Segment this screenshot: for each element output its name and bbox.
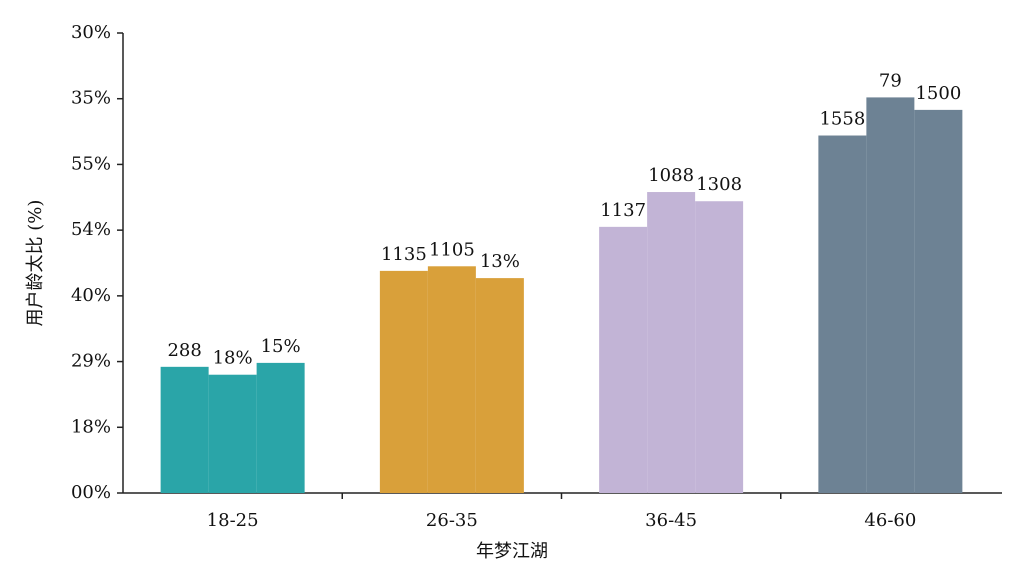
data-label: 1308 [696,174,742,195]
bar [599,226,648,493]
bar [256,362,305,493]
y-tick-label: 40% [71,285,111,306]
x-tick-label: 26-35 [426,510,478,531]
bar [160,366,209,493]
y-tick-label: 54% [71,219,111,240]
bar [208,374,257,493]
bar [866,97,915,494]
y-tick-label: 18% [71,416,111,437]
x-axis-title: 年梦江湖 [476,541,548,562]
y-tick-label: 29% [71,351,111,372]
bar [818,135,867,493]
y-axis-title: 用户龄太比 (%) [25,200,46,327]
data-label: 1500 [915,83,961,104]
data-label: 288 [167,340,201,361]
bar [379,270,428,493]
bar [427,266,476,493]
x-tick-label: 46-60 [864,510,916,531]
data-label: 15% [261,336,301,357]
bar [475,278,524,493]
bar [695,201,744,493]
y-tick-label: 30% [71,22,111,43]
data-label: 1135 [381,244,427,265]
bar [914,109,963,493]
data-label: 1558 [819,109,865,130]
data-label: 1137 [600,200,646,221]
data-label: 18% [213,348,253,369]
data-label: 13% [480,251,520,272]
data-label: 79 [879,70,902,91]
data-label: 1088 [648,165,694,186]
y-tick-label: 35% [71,88,111,109]
x-tick-label: 18-25 [207,510,259,531]
y-tick-label: 00% [71,482,111,503]
y-tick-label: 55% [71,153,111,174]
x-tick-label: 36-45 [645,510,697,531]
data-label: 1105 [429,239,475,260]
bar [647,192,696,493]
